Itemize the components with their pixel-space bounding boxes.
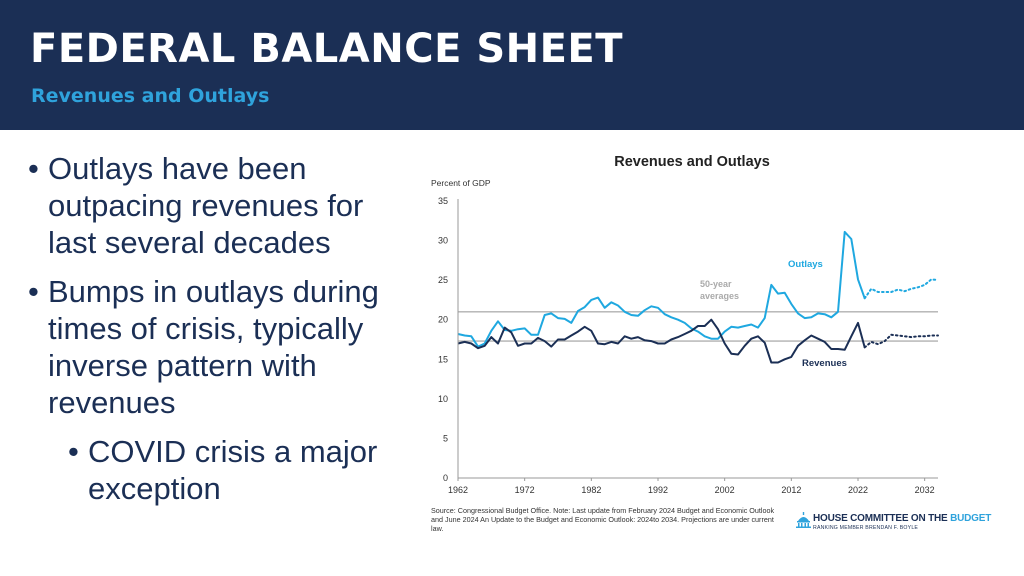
x-tick-label: 2012 [781, 485, 801, 495]
outlays-annotation: Outlays [788, 259, 823, 270]
averages-annotation-line2: averages [700, 291, 739, 301]
capitol-dome-icon [796, 512, 811, 528]
y-tick-label: 20 [438, 315, 448, 325]
sub-bullet-item: • COVID crisis a major exception [68, 433, 408, 507]
revenues-projection-line [863, 333, 939, 349]
bullet-list: • Outlays have been outpacing revenues f… [28, 150, 408, 507]
series-lines [457, 230, 939, 364]
revenues-actual-line [457, 318, 866, 364]
chart-canvas: Revenues and Outlays Percent of GDP 0 5 10… [431, 154, 939, 495]
bullet-dot: • [68, 434, 79, 469]
committee-logo: HOUSE COMMITTEE ON THE BUDGET RANKING ME… [796, 512, 991, 536]
slide-subtitle: Revenues and Outlays [31, 85, 270, 107]
sub-bullet-text: COVID crisis a major exception [88, 434, 378, 506]
bullet-text: Outlays have been outpacing revenues for… [48, 151, 364, 260]
logo-title-prefix: HOUSE COMMITTEE ON THE [813, 513, 951, 524]
bullet-item: • Outlays have been outpacing revenues f… [28, 150, 408, 261]
outlays-projection-line [863, 278, 939, 300]
revenues-annotation: Revenues [802, 358, 847, 369]
logo-title-accent: BUDGET [950, 513, 992, 524]
x-tick-label: 1972 [515, 485, 535, 495]
y-tick-label: 35 [438, 196, 448, 206]
x-tick-label: 1982 [581, 485, 601, 495]
revenues-outlays-chart: Revenues and Outlays Percent of GDP 0 5 10… [420, 140, 960, 535]
slide-title: FEDERAL BALANCE SHEET [30, 26, 624, 72]
x-tick-label: 2002 [715, 485, 735, 495]
logo-title: HOUSE COMMITTEE ON THE BUDGET [813, 513, 991, 524]
header-bar: FEDERAL BALANCE SHEET Revenues and Outla… [0, 0, 1024, 130]
outlays-actual-line [457, 230, 866, 348]
source-note: Source: Congressional Budget Office. Not… [431, 506, 775, 533]
bullet-dot: • [28, 274, 39, 309]
y-tick-label: 15 [438, 354, 448, 364]
x-tick-label: 1992 [648, 485, 668, 495]
y-axis-label: Percent of GDP [431, 178, 491, 188]
axes [457, 199, 938, 479]
bullet-dot: • [28, 151, 39, 186]
logo-subtitle: RANKING MEMBER BRENDAN F. BOYLE [813, 525, 919, 531]
averages-annotation-line1: 50-year [700, 279, 732, 289]
tick-labels: 0 5 10 15 20 25 30 35 1962 1972 1982 1992 2002 2012 20… [438, 196, 935, 495]
x-tick-label: 2022 [848, 485, 868, 495]
chart-title: Revenues and Outlays [614, 154, 770, 170]
y-tick-label: 5 [443, 433, 448, 443]
bullet-item: • Bumps in outlays during times of crisi… [28, 273, 408, 421]
y-tick-label: 30 [438, 236, 448, 246]
x-tick-label: 2032 [915, 485, 935, 495]
bullet-text: Bumps in outlays during times of crisis,… [48, 274, 379, 420]
y-tick-label: 0 [443, 473, 448, 483]
y-tick-label: 10 [438, 394, 448, 404]
y-tick-label: 25 [438, 275, 448, 285]
x-tick-label: 1962 [448, 485, 468, 495]
average-lines [458, 311, 938, 342]
